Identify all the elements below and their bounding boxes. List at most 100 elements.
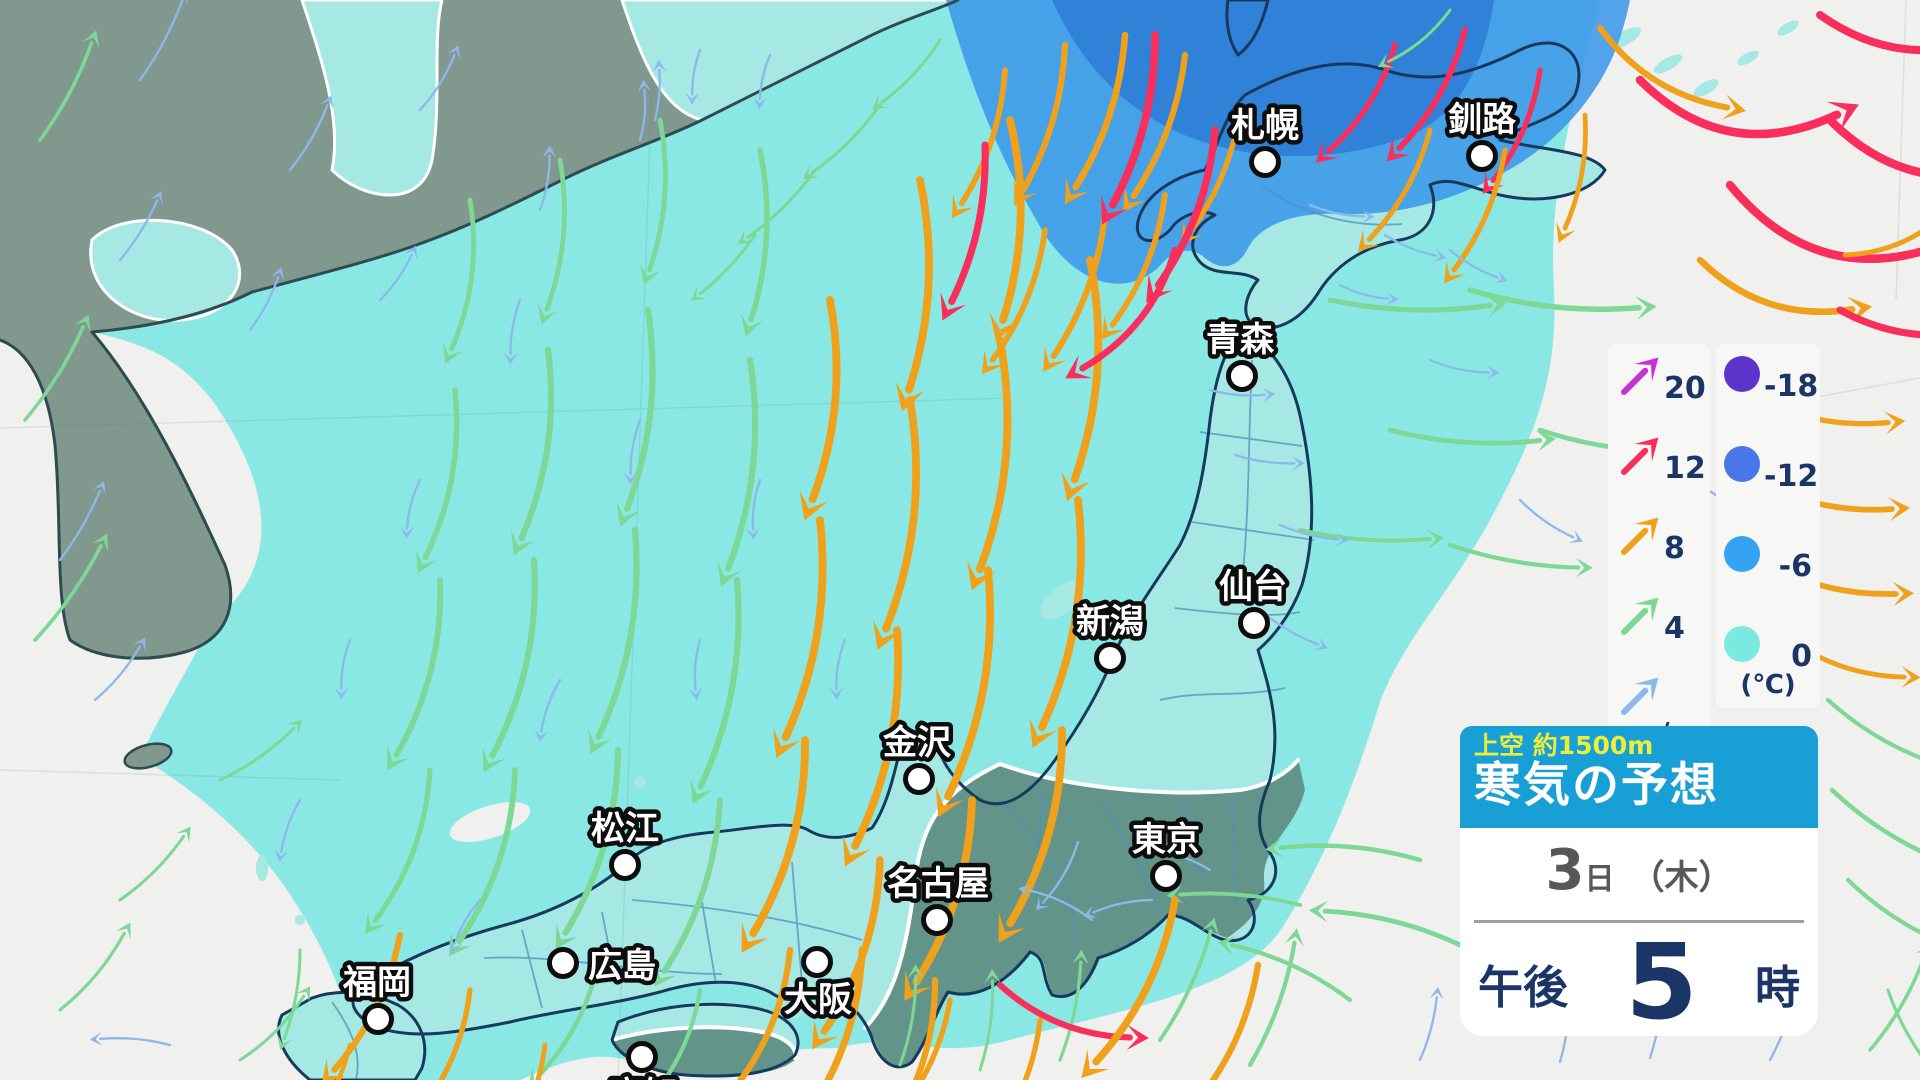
wind-arrow bbox=[1868, 950, 1920, 1052]
coastline-strokes bbox=[0, 0, 1607, 1080]
wind-legend-item: 12 bbox=[1616, 434, 1706, 484]
wind-arrow bbox=[1842, 229, 1920, 258]
wind-arrow bbox=[802, 103, 882, 180]
wind-legend-arrow-icon bbox=[1621, 437, 1659, 475]
wind-arrow bbox=[1217, 936, 1353, 1003]
wind-arrow bbox=[652, 59, 667, 122]
wind-arrow bbox=[918, 997, 953, 1080]
city-label: 東京 bbox=[1132, 820, 1200, 860]
city-label: 札幌 bbox=[1231, 106, 1299, 146]
wind-arrow bbox=[238, 986, 311, 1062]
wind-arrow bbox=[799, 296, 841, 521]
wind-arrow bbox=[637, 79, 652, 142]
wind-arrow bbox=[1338, 283, 1399, 306]
wind-arrow bbox=[1308, 900, 1473, 953]
wind-arrow bbox=[534, 678, 562, 742]
wind-arrow bbox=[1123, 51, 1189, 212]
wind-arrow bbox=[913, 976, 939, 1080]
wind-arrow bbox=[1816, 11, 1920, 54]
wind-legend-item: 8 bbox=[1616, 514, 1702, 564]
wind-speed-value: 12 bbox=[1664, 451, 1706, 486]
wind-arrow bbox=[1233, 453, 1305, 471]
wind-legend-arrow-icon bbox=[1621, 677, 1659, 715]
wind-speed-value: 20 bbox=[1664, 371, 1706, 406]
wind-arrow bbox=[737, 168, 817, 245]
temperature-legend-item: 0 bbox=[1724, 626, 1812, 672]
city-label: 大阪 bbox=[784, 980, 852, 1020]
forecast-header: 上空 約1500m 寒気の予想 bbox=[1460, 726, 1818, 828]
wind-arrow bbox=[1418, 986, 1444, 1062]
wind-arrow bbox=[1278, 523, 1349, 547]
wind-arrow bbox=[1845, 877, 1920, 935]
wind-arrow bbox=[248, 267, 285, 332]
wind-arrow bbox=[1886, 988, 1920, 1057]
wind-arrow bbox=[555, 746, 622, 949]
wind-arrow bbox=[1208, 388, 1276, 402]
wind-arrow bbox=[277, 948, 302, 1050]
wind-arrow bbox=[387, 577, 444, 771]
forecast-time: 午後 5 時 bbox=[1478, 920, 1800, 1036]
continent-land bbox=[0, 0, 958, 659]
wind-arrow bbox=[966, 336, 1012, 591]
wind-arrow bbox=[1825, 115, 1920, 177]
wind-arrow bbox=[895, 176, 933, 412]
wind-legend-arrow-icon bbox=[1621, 517, 1659, 555]
wind-arrow bbox=[1596, 24, 1747, 120]
temperature-legend-item: -12 bbox=[1724, 446, 1818, 492]
date-weekday: （木） bbox=[1630, 858, 1733, 898]
wind-arrow bbox=[1836, 306, 1920, 339]
wind-arrow bbox=[482, 556, 538, 773]
wind-arrow bbox=[898, 964, 924, 1067]
date-day: 3 bbox=[1545, 838, 1585, 903]
wind-arrow bbox=[1447, 542, 1593, 578]
wind-legend-item bbox=[1616, 674, 1702, 720]
wind-arrow bbox=[416, 387, 460, 574]
wind-arrow bbox=[1166, 885, 1302, 907]
jeju-island bbox=[123, 742, 173, 770]
wind-arrow bbox=[448, 898, 482, 954]
wind-arrow bbox=[335, 1042, 353, 1080]
wind-arrow bbox=[1014, 41, 1069, 206]
wind-arrow bbox=[58, 922, 131, 1012]
wind-speed-value: 4 bbox=[1664, 611, 1685, 646]
wind-arrow bbox=[935, 566, 995, 818]
wind-arrow bbox=[1383, 233, 1447, 263]
wind-arrow bbox=[1357, 127, 1433, 252]
city-label: 名古屋 bbox=[887, 864, 989, 904]
cold-air-minus12-region bbox=[1052, 0, 1494, 156]
wind-arrow bbox=[1518, 498, 1583, 543]
wind-arrow bbox=[1386, 27, 1468, 162]
wind-arrow bbox=[365, 767, 433, 934]
wind-arrow bbox=[538, 145, 557, 212]
wind-arrow bbox=[1058, 949, 1090, 1062]
wind-arrow bbox=[717, 356, 759, 587]
wind-arrow bbox=[842, 626, 903, 867]
wind-arrow bbox=[1377, 8, 1452, 68]
wind-arrow bbox=[288, 95, 334, 172]
wind-arrow bbox=[138, 0, 189, 82]
wind-arrow bbox=[998, 726, 1066, 943]
city-marker-高知: 高知 bbox=[606, 1041, 683, 1080]
city-label: 福岡 bbox=[342, 963, 411, 1003]
time-hour: 5 bbox=[1625, 920, 1698, 1036]
warm-sea-southwest bbox=[0, 700, 360, 1080]
wind-speed-value: 8 bbox=[1664, 531, 1685, 566]
city-marker-広島: 広島 bbox=[547, 942, 661, 991]
wind-arrow bbox=[442, 197, 477, 364]
wind-arrow bbox=[1621, 597, 1659, 635]
temperature-dot-icon bbox=[1724, 536, 1760, 572]
wind-arrow bbox=[753, 53, 772, 110]
wind-arrow bbox=[1315, 42, 1398, 163]
city-marker-金沢: 金沢 bbox=[878, 719, 956, 795]
warm-land-central-honshu bbox=[865, 758, 1305, 1067]
wind-arrow bbox=[1101, 192, 1168, 340]
forecast-title: 寒気の予想 bbox=[1474, 757, 1719, 813]
wind-arrow bbox=[685, 48, 702, 105]
wind-arrow bbox=[529, 947, 603, 1080]
temperature-dot-icon bbox=[1724, 626, 1760, 662]
wind-arrow bbox=[690, 576, 742, 805]
wind-arrow bbox=[1101, 31, 1159, 225]
temperature-value: -6 bbox=[1778, 549, 1812, 584]
wind-legend-item: 4 bbox=[1616, 594, 1702, 644]
